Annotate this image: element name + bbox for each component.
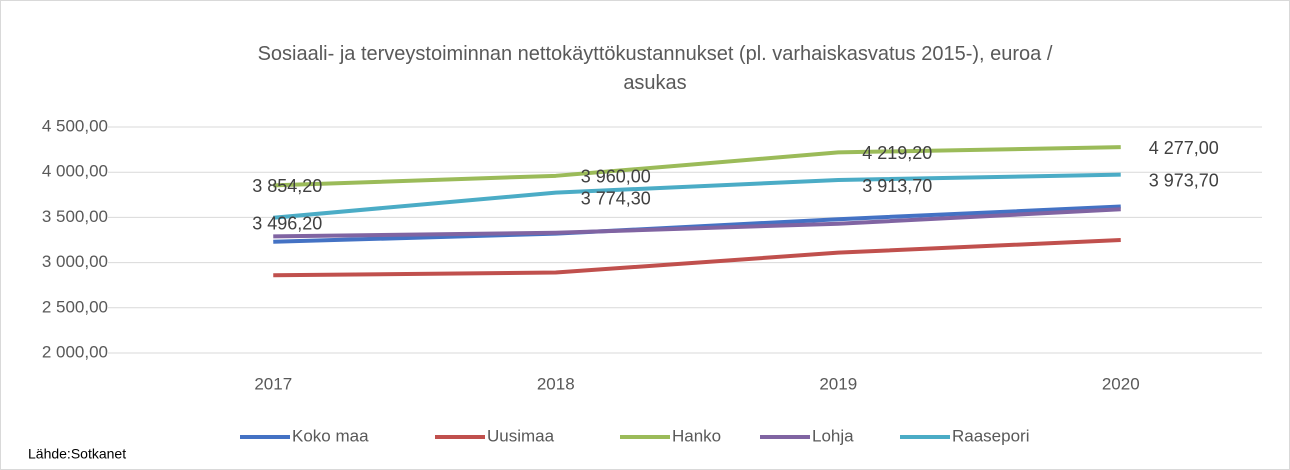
series-line: [273, 172, 1121, 220]
y-tick-label: 4 500,00: [42, 116, 108, 135]
data-label: 3 854,20: [252, 176, 322, 196]
data-label: 4 277,00: [1149, 138, 1219, 158]
data-label: 3 913,70: [862, 176, 932, 196]
y-tick-label: 4 000,00: [42, 162, 108, 181]
y-tick-label: 2 500,00: [42, 297, 108, 316]
y-tick-label: 3 500,00: [42, 207, 108, 226]
y-tick-label: 3 000,00: [42, 252, 108, 271]
y-tick-label: 2 000,00: [42, 342, 108, 361]
source-note: Lähde:Sotkanet: [28, 446, 126, 462]
legend-label: Raasepori: [952, 426, 1030, 445]
series-line: [273, 238, 1121, 278]
series-line: [273, 145, 1121, 188]
x-tick-label: 2018: [537, 374, 575, 393]
x-tick-label: 2020: [1102, 374, 1140, 393]
legend-label: Uusimaa: [487, 426, 555, 445]
legend-label: Hanko: [672, 426, 721, 445]
chart-title: Sosiaali- ja terveystoiminnan nettokäytt…: [258, 43, 1053, 94]
data-label: 3 774,30: [581, 188, 651, 208]
x-tick-label: 2019: [819, 374, 857, 393]
legend-label: Koko maa: [292, 426, 369, 445]
data-label: 4 219,20: [862, 143, 932, 163]
x-tick-label: 2017: [254, 374, 292, 393]
data-label: 3 960,00: [581, 167, 651, 187]
series-line: [273, 207, 1121, 239]
data-label: 3 973,70: [1149, 170, 1219, 190]
legend-label: Lohja: [812, 426, 854, 445]
data-label: 3 496,20: [252, 213, 322, 233]
